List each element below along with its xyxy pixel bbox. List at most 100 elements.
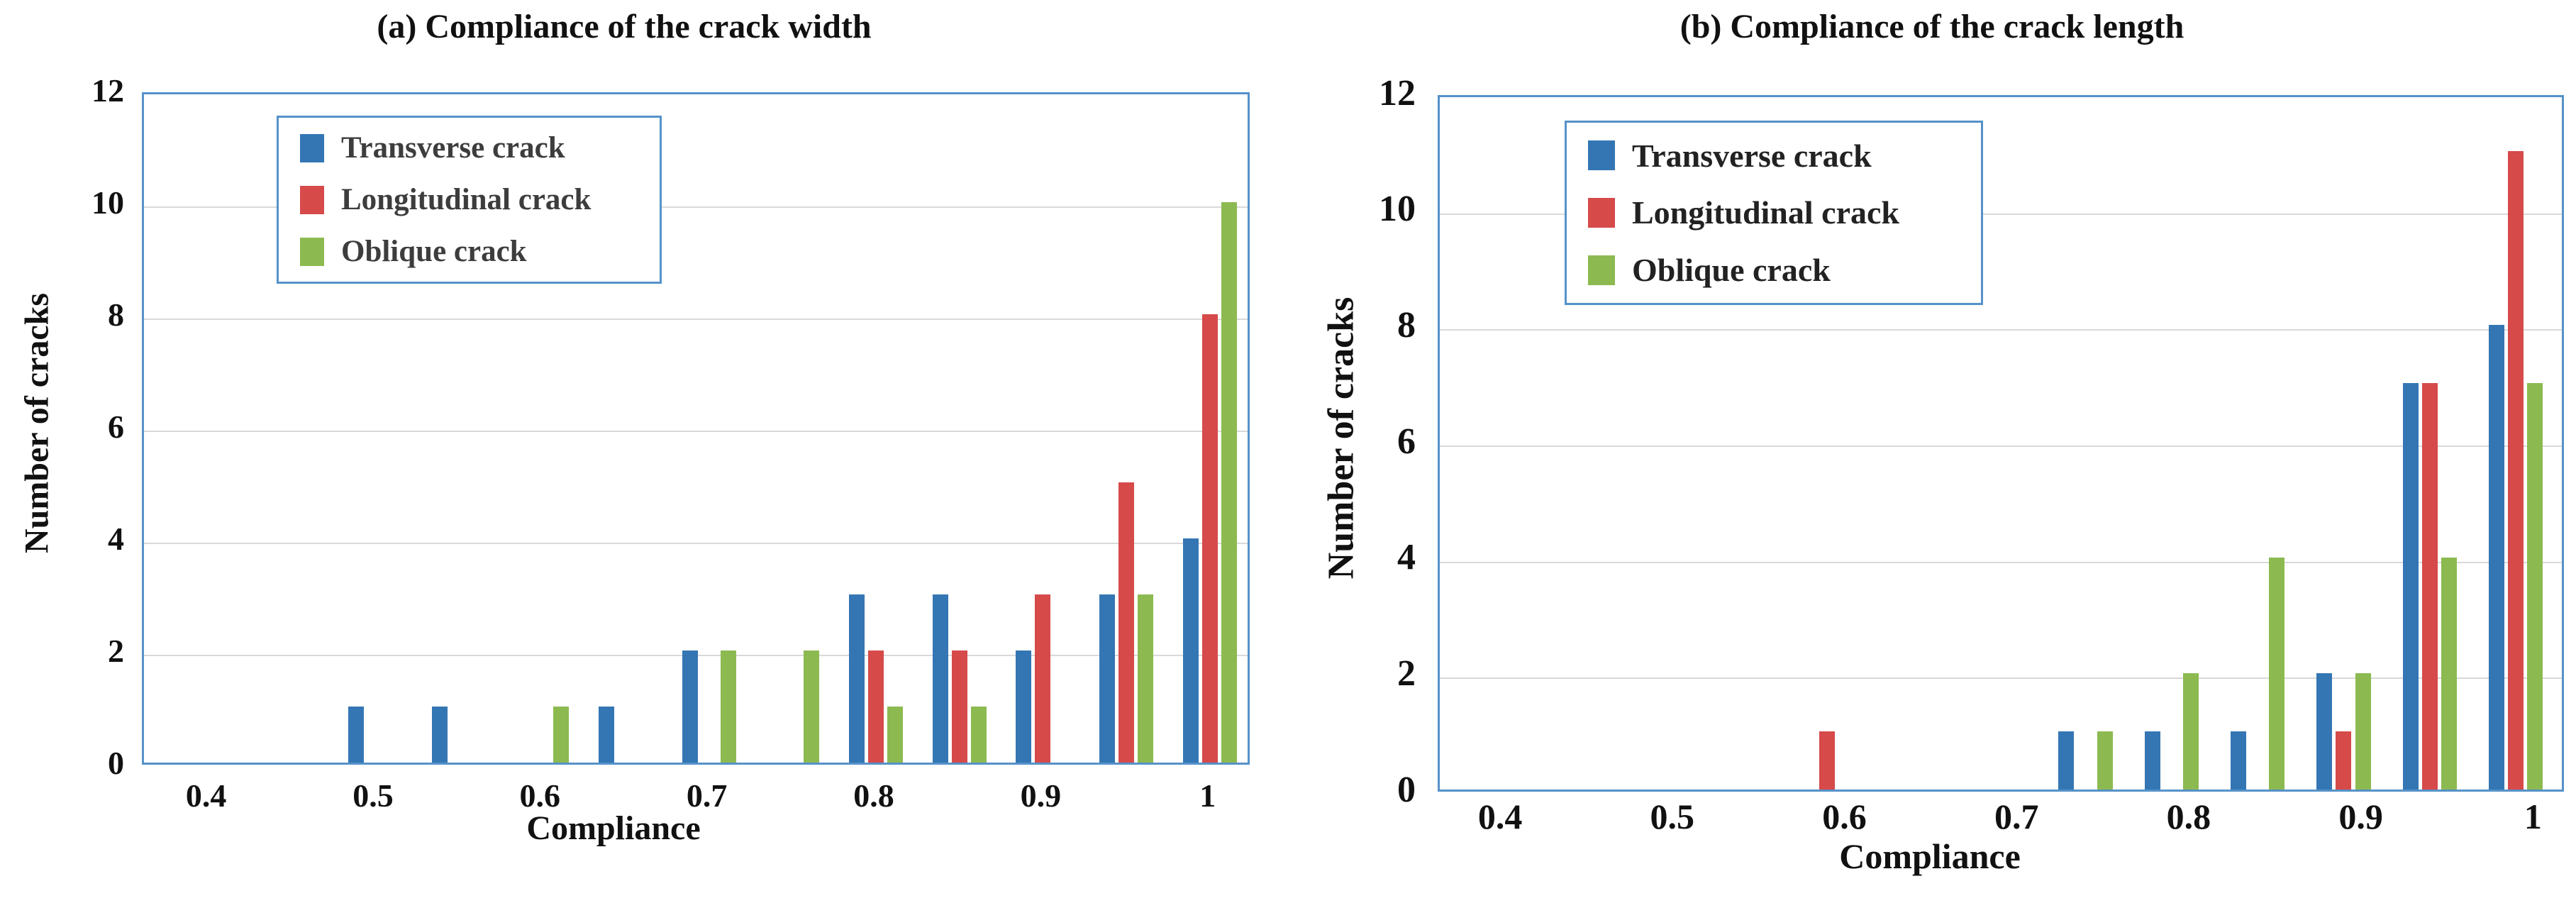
bar-transverse-crack-at-0.8 <box>2144 731 2160 790</box>
bar-transverse-crack-at-0.65 <box>598 707 614 763</box>
bar-transverse-crack-at-0.75 <box>2058 731 2075 790</box>
bar-oblique-crack-at-1 <box>1221 202 1237 763</box>
chart-a: (a) Compliance of the crack width Number… <box>18 8 1250 847</box>
chart-a-y-tick-label-10: 10 <box>91 184 124 221</box>
chart-b-x-tick-label-0.4: 0.4 <box>1477 797 1523 836</box>
bar-transverse-crack-at-1 <box>2488 325 2504 790</box>
chart-a-x-tick-label-0.4: 0.4 <box>185 777 227 814</box>
chart-b-y-tick-label-2: 2 <box>1397 653 1416 694</box>
bar-transverse-crack-at-0.95 <box>2402 383 2419 790</box>
chart-b-x-tick-label-0.5: 0.5 <box>1650 797 1695 836</box>
chart-b-title: (b) Compliance of the crack length <box>1680 8 2184 45</box>
chart-a-y-tick-label-4: 4 <box>108 521 124 558</box>
chart-a-x-tick-label-1: 1 <box>1199 777 1216 814</box>
chart-a-y-tick-label-6: 6 <box>108 409 124 445</box>
gridline-y-8 <box>144 319 1248 320</box>
bar-longitudinal-crack-at-0.9 <box>1035 594 1051 763</box>
chart-a-x-tick-label-0.5: 0.5 <box>352 777 394 814</box>
chart-b-y-tick-label-4: 4 <box>1397 537 1416 578</box>
chart-a-x-axis-title: Compliance <box>526 809 701 847</box>
legend-swatch-transverse-icon <box>1588 140 1615 171</box>
legend-label-longitudinal-crack: Longitudinal crack <box>1632 194 1900 231</box>
bar-longitudinal-crack-at-0.95 <box>2421 383 2438 790</box>
legend-swatch-transverse-icon <box>300 133 324 162</box>
chart-b: (b) Compliance of the crack length Numbe… <box>1288 0 2576 908</box>
legend-swatch-oblique-icon <box>300 237 324 266</box>
chart-a-y-tick-label-2: 2 <box>108 633 124 670</box>
legend-item-transverse-crack: Transverse crack <box>1588 137 1974 175</box>
bar-oblique-crack-at-0.85 <box>2269 557 2285 790</box>
gridline-y-6 <box>1440 445 2562 447</box>
bar-longitudinal-crack-at-1 <box>2508 150 2524 790</box>
gridline-y-10 <box>144 206 1248 208</box>
bar-oblique-crack-at-0.75 <box>804 650 820 763</box>
bar-longitudinal-crack-at-0.8 <box>867 650 884 763</box>
bar-transverse-crack-at-0.85 <box>932 594 948 763</box>
bar-transverse-crack-at-0.9 <box>1016 650 1032 763</box>
bar-oblique-crack-at-0.7 <box>720 650 736 763</box>
chart-a-title: (a) Compliance of the crack width <box>377 8 872 45</box>
legend-item-longitudinal-crack: Longitudinal crack <box>1588 194 1974 231</box>
chart-a-x-tick-label-0.6: 0.6 <box>519 777 561 814</box>
chart-b-y-tick-label-8: 8 <box>1397 305 1416 346</box>
bar-longitudinal-crack-at-0.6 <box>1819 731 1836 790</box>
bar-longitudinal-crack-at-1 <box>1201 314 1218 763</box>
bar-transverse-crack-at-0.85 <box>2230 731 2246 790</box>
chart-b-y-tick-label-12: 12 <box>1379 72 1416 114</box>
bar-transverse-crack-at-0.8 <box>848 594 865 763</box>
gridline-y-4 <box>1440 561 2562 563</box>
chart-b-x-tick-label-1: 1 <box>2524 797 2542 836</box>
chart-a-x-tick-label-0.7: 0.7 <box>686 777 728 814</box>
gridline-y-6 <box>144 431 1248 432</box>
chart-a-x-tick-label-0.8: 0.8 <box>853 777 894 814</box>
bar-longitudinal-crack-at-0.95 <box>1118 482 1135 763</box>
chart-a-plot-area <box>142 92 1250 765</box>
bar-oblique-crack-at-0.9 <box>2355 673 2371 790</box>
legend-label-oblique-crack: Oblique crack <box>1632 252 1831 289</box>
bar-oblique-crack-at-0.95 <box>1138 594 1154 763</box>
bar-oblique-crack-at-0.85 <box>970 707 987 763</box>
legend-swatch-longitudinal-icon <box>1588 197 1615 228</box>
gridline-y-10 <box>1440 213 2562 215</box>
chart-b-y-tick-label-10: 10 <box>1379 189 1416 230</box>
bar-transverse-crack-at-0.5 <box>348 707 364 763</box>
bar-transverse-crack-at-1 <box>1182 538 1199 763</box>
gridline-y-8 <box>1440 329 2562 331</box>
legend-swatch-oblique-icon <box>1588 255 1615 285</box>
gridline-y-4 <box>144 543 1248 544</box>
legend-item-oblique-crack: Oblique crack <box>300 234 653 269</box>
chart-a-y-tick-label-0: 0 <box>108 745 124 782</box>
bar-transverse-crack-at-0.95 <box>1099 594 1115 763</box>
chart-b-legend: Transverse crack Longitudinal crack Obliqu… <box>1565 121 1983 305</box>
bar-longitudinal-crack-at-0.85 <box>951 650 967 763</box>
chart-b-x-tick-label-0.9: 0.9 <box>2338 797 2383 836</box>
legend-label-transverse-crack: Transverse crack <box>341 131 565 165</box>
bar-transverse-crack-at-0.7 <box>682 650 698 763</box>
bar-oblique-crack-at-0.75 <box>2097 731 2113 790</box>
bar-oblique-crack-at-0.95 <box>2441 557 2457 790</box>
chart-b-x-tick-label-0.8: 0.8 <box>2166 797 2211 836</box>
legend-item-longitudinal-crack: Longitudinal crack <box>300 182 653 217</box>
bar-oblique-crack-at-0.6 <box>553 707 570 763</box>
bar-oblique-crack-at-1 <box>2527 383 2543 790</box>
legend-item-oblique-crack: Oblique crack <box>1588 251 1974 289</box>
chart-b-x-tick-label-0.6: 0.6 <box>1822 797 1867 836</box>
chart-b-y-tick-label-6: 6 <box>1397 421 1416 462</box>
bar-oblique-crack-at-0.8 <box>887 707 904 763</box>
legend-swatch-longitudinal-icon <box>300 185 324 214</box>
bar-transverse-crack-at-0.55 <box>431 707 448 763</box>
bar-longitudinal-crack-at-0.9 <box>2336 731 2352 790</box>
chart-a-y-tick-label-12: 12 <box>91 72 124 109</box>
legend-label-oblique-crack: Oblique crack <box>341 235 527 268</box>
gridline-y-2 <box>1440 677 2562 680</box>
chart-a-legend: Transverse crack Longitudinal crack Obliqu… <box>277 116 662 284</box>
chart-b-y-tick-label-0: 0 <box>1397 769 1416 810</box>
legend-item-transverse-crack: Transverse crack <box>300 131 653 165</box>
bar-oblique-crack-at-0.8 <box>2182 673 2199 790</box>
chart-a-y-tick-label-8: 8 <box>108 297 124 333</box>
chart-a-x-tick-label-0.9: 0.9 <box>1020 777 1062 814</box>
bar-transverse-crack-at-0.9 <box>2316 673 2333 790</box>
chart-b-x-tick-label-0.7: 0.7 <box>1994 797 2039 836</box>
legend-label-transverse-crack: Transverse crack <box>1632 137 1872 174</box>
